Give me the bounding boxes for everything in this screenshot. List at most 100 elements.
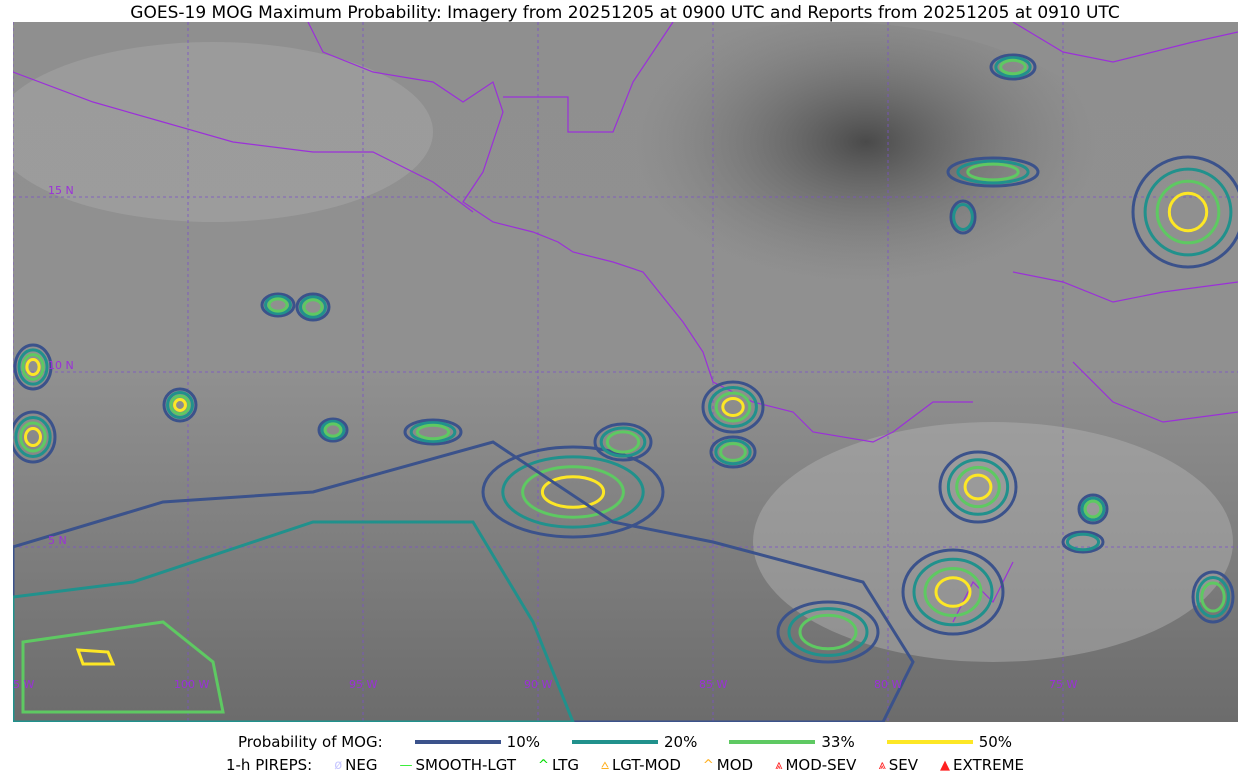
pirep-smooth-lgt: — SMOOTH-LGT <box>400 756 517 774</box>
mog-contour-20% <box>708 386 758 428</box>
mog-contour-20% <box>409 421 457 443</box>
probability-legend: Probability of MOG: 10% 20% 33% 50% <box>0 733 1250 751</box>
mog-contour-10% <box>481 445 665 539</box>
mod-sev-icon: ⩓ <box>775 757 783 773</box>
mog-contours <box>13 53 1238 722</box>
mog-contour-10% <box>1131 155 1238 269</box>
level-label: 10% <box>506 733 541 751</box>
level-label: 20% <box>664 733 698 751</box>
lgt-mod-icon: ⩟ <box>601 757 609 773</box>
pirep-label: NEG <box>345 756 378 774</box>
mog-contour-33% <box>605 430 641 454</box>
lon-label: 90 W <box>524 678 552 691</box>
mog-contour-33% <box>798 613 858 651</box>
mog-contour-10% <box>317 417 349 443</box>
mog-contour-33% <box>521 465 625 519</box>
pirep-label: LGT-MOD <box>611 756 681 774</box>
lon-label: 85 W <box>699 678 727 691</box>
swatch-33 <box>729 740 816 744</box>
mog-contour-20% <box>1195 576 1231 618</box>
mog-contour-50% <box>1167 191 1209 233</box>
extreme-icon: ▲ <box>940 757 951 773</box>
mog-contour-20% <box>956 159 1030 185</box>
mog-contour-10% <box>260 292 296 318</box>
mog-contour-50% <box>934 576 972 608</box>
mog-contour-20% <box>946 458 1010 516</box>
mog-contour-33% <box>21 620 225 714</box>
pirep-label: SMOOTH-LGT <box>415 756 517 774</box>
mog-contour-10% <box>989 53 1037 81</box>
mog-contour-10% <box>403 418 463 446</box>
pirep-neg: ø NEG <box>334 756 377 774</box>
bright-cloud <box>753 422 1233 662</box>
mog-contour-10% <box>295 292 331 322</box>
mog-contour-20% <box>1065 532 1101 552</box>
mog-contour-33% <box>415 423 451 441</box>
swatch-10 <box>414 740 501 744</box>
mog-contour-33% <box>719 442 747 462</box>
mog-contour-33% <box>966 162 1020 182</box>
mog-contour-33% <box>323 422 343 438</box>
bright-cloud <box>13 42 433 222</box>
mog-contour-20% <box>714 438 752 466</box>
country-borders <box>13 22 1238 623</box>
mog-contour-10% <box>1061 530 1105 554</box>
pirep-label: SEV <box>888 756 919 774</box>
smooth-lgt-icon: — <box>399 757 413 773</box>
mog-contour-33% <box>1200 581 1226 613</box>
pirep-ltg: ^ LTG <box>538 756 579 774</box>
mog-contour-10% <box>946 156 1040 188</box>
mog-contour-10% <box>949 199 977 235</box>
pirep-legend: 1-h PIREPS: ø NEG — SMOOTH-LGT ^ LTG ⩟ LGT-MOD ^… <box>0 756 1250 774</box>
mog-contour-33% <box>1155 179 1221 245</box>
mog-contour-33% <box>714 391 752 423</box>
mog-contour-50% <box>25 358 41 376</box>
mog-contour-10% <box>938 450 1018 524</box>
probability-legend-label: Probability of MOG: <box>237 733 383 751</box>
mog-contour-20% <box>13 520 575 722</box>
sev-icon: ⩓ <box>878 757 886 773</box>
mog-contour-20% <box>952 203 974 231</box>
pirep-label: EXTREME <box>953 756 1025 774</box>
mog-contour-20% <box>912 557 994 627</box>
mog-contour-20% <box>264 294 292 316</box>
mog-contour-10% <box>701 380 765 434</box>
mog-contour-10% <box>13 440 915 722</box>
pirep-mod: ^ MOD <box>703 756 753 774</box>
pirep-lgt-mod: ⩟ LGT-MOD <box>601 756 681 774</box>
lon-label: 105 W <box>13 678 34 691</box>
mog-contour-50% <box>963 473 993 501</box>
mog-contour-20% <box>994 56 1032 78</box>
mog-contour-10% <box>1077 493 1109 525</box>
mog-contour-10% <box>162 387 198 423</box>
mog-contour-33% <box>302 298 324 316</box>
mog-contour-20% <box>17 348 49 386</box>
pirep-label: LTG <box>551 756 580 774</box>
lon-label: 95 W <box>349 678 377 691</box>
lon-label: 100 W <box>174 678 209 691</box>
mog-contour-33% <box>169 394 191 416</box>
pirep-sev: ⩓ SEV <box>878 756 918 774</box>
swatch-50 <box>886 740 973 744</box>
graticule-labels: 15 N 10 N 5 N 105 W 100 W 95 W 90 W 85 W 80 W 75 … <box>13 184 1077 691</box>
level-label: 33% <box>821 733 855 751</box>
mog-contour-33% <box>1083 499 1103 519</box>
mog-contour-10% <box>901 548 1005 636</box>
mog-contour-50% <box>75 648 116 666</box>
pirep-extreme: ▲ EXTREME <box>940 756 1024 774</box>
swatch-20 <box>572 740 659 744</box>
mod-icon: ^ <box>702 757 714 773</box>
mog-contour-33% <box>923 566 983 618</box>
level-label: 50% <box>978 733 1013 751</box>
ltg-icon: ^ <box>538 757 549 773</box>
lat-label: 10 N <box>48 359 74 372</box>
satellite-map: 15 N 10 N 5 N 105 W 100 W 95 W 90 W 85 W 80 W 75 … <box>13 22 1238 722</box>
mog-contour-20% <box>501 455 645 529</box>
pirep-legend-label: 1-h PIREPS: <box>225 756 313 774</box>
lon-label: 75 W <box>1049 678 1077 691</box>
mog-contour-50% <box>24 427 42 447</box>
mog-contour-20% <box>14 416 52 458</box>
pirep-label: MOD-SEV <box>785 756 857 774</box>
mog-contour-20% <box>1143 167 1233 257</box>
pirep-label: MOD <box>716 756 754 774</box>
